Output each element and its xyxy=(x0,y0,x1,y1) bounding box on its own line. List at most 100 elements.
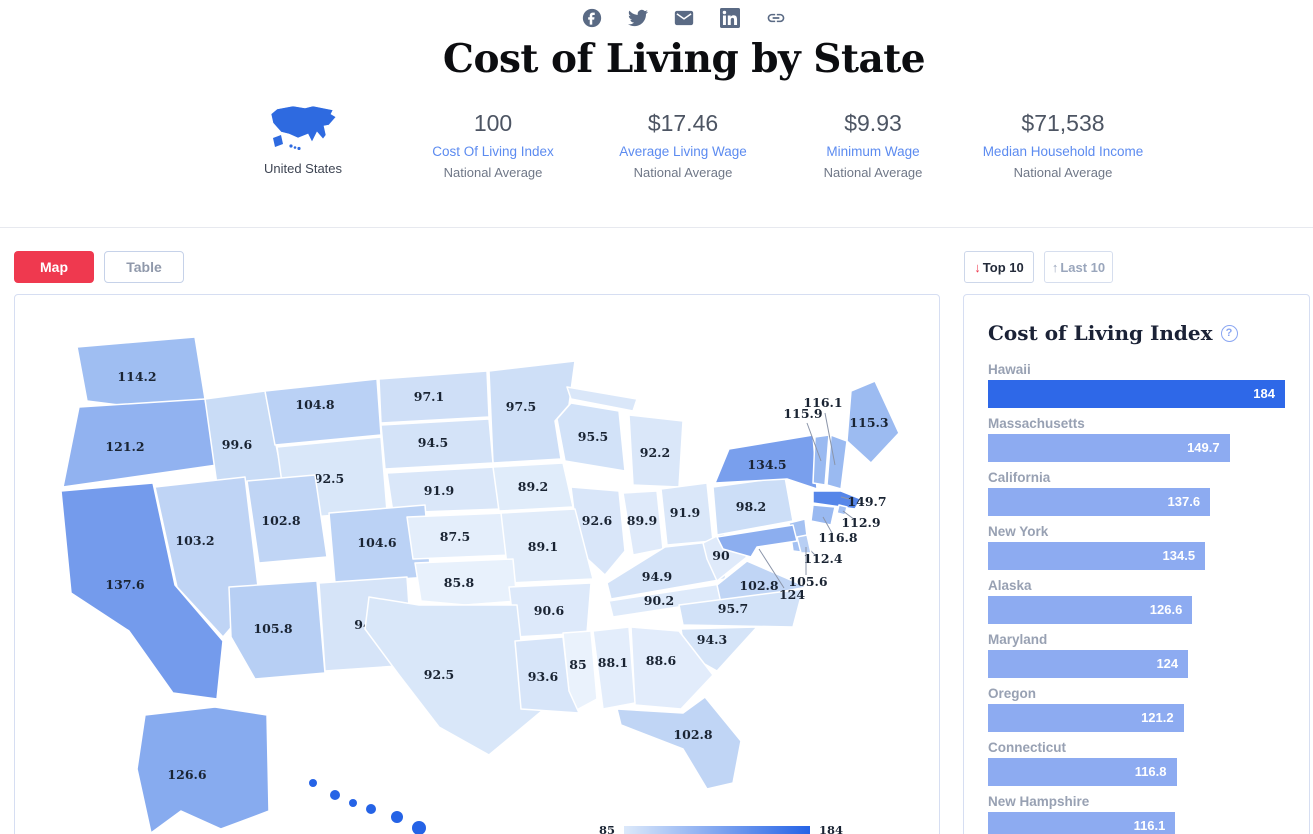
state-value-label-RI: 112.9 xyxy=(841,515,880,530)
stat-value: $71,538 xyxy=(1021,110,1105,136)
state-VA[interactable] xyxy=(716,560,808,604)
state-value-label-NJ: 112.4 xyxy=(803,551,842,566)
state-NC[interactable] xyxy=(678,588,804,628)
state-value-label-IN: 89.9 xyxy=(627,513,657,528)
state-OK[interactable] xyxy=(414,558,518,606)
top10-button[interactable]: ↓ Top 10 xyxy=(964,251,1034,283)
state-value-label-MD: 124 xyxy=(779,587,805,602)
stat-average-living-wage: $17.46 Average Living Wage National Aver… xyxy=(588,102,778,180)
state-value-label-KS: 87.5 xyxy=(440,529,470,544)
state-value-label-KY: 94.9 xyxy=(642,569,672,584)
state-FL[interactable] xyxy=(616,696,742,790)
linkedin-icon[interactable] xyxy=(720,8,740,28)
stat-label-link[interactable]: Median Household Income xyxy=(982,144,1144,159)
state-value-label-IA: 89.2 xyxy=(518,479,548,494)
stat-value: $17.46 xyxy=(647,110,719,136)
state-ND[interactable] xyxy=(378,370,490,424)
last10-label: Last 10 xyxy=(1060,259,1106,275)
state-TX[interactable] xyxy=(364,596,550,756)
bar-state-label: Hawaii xyxy=(988,362,1031,377)
state-value-label-NC: 95.7 xyxy=(718,601,748,616)
state-value-label-AL: 88.1 xyxy=(598,655,628,670)
stat-sub: National Average xyxy=(633,165,733,180)
state-HI[interactable] xyxy=(330,790,340,800)
header-divider xyxy=(0,227,1313,228)
map-view-button[interactable]: Map xyxy=(14,251,94,283)
state-CA[interactable] xyxy=(60,482,224,700)
map-color-legend: 85 184 xyxy=(599,823,843,834)
bar-fill: 134.5 xyxy=(988,542,1206,570)
bar-state-label: Alaska xyxy=(988,578,1032,593)
state-AL[interactable] xyxy=(592,626,636,710)
state-RI[interactable] xyxy=(836,504,848,516)
state-AK[interactable] xyxy=(136,706,270,834)
state-MA[interactable] xyxy=(812,490,862,510)
bar-row-oregon: Oregon 121.2 xyxy=(988,686,1285,732)
state-value-label-MS: 85 xyxy=(569,657,586,672)
stat-value: 100 xyxy=(473,110,513,136)
bar-fill: 126.6 xyxy=(988,596,1193,624)
state-AZ[interactable] xyxy=(228,580,326,680)
stat-median-household-income: $71,538 Median Household Income National… xyxy=(968,102,1158,180)
state-ME[interactable] xyxy=(846,380,900,464)
arrow-down-icon: ↓ xyxy=(974,259,981,275)
bar-row-california: California 137.6 xyxy=(988,470,1285,516)
bar-fill: 116.1 xyxy=(988,812,1176,834)
state-value-label-NH: 116.1 xyxy=(803,395,842,410)
state-MT[interactable] xyxy=(264,378,382,446)
state-CT[interactable] xyxy=(810,504,836,526)
state-value-label-OK: 85.8 xyxy=(444,575,475,590)
state-value-label-WV: 90 xyxy=(712,548,730,563)
state-value-label-CT: 116.8 xyxy=(818,530,857,545)
callout-line-MD xyxy=(758,548,785,589)
stat-sub: National Average xyxy=(823,165,923,180)
state-UT[interactable] xyxy=(246,474,328,564)
bar-state-label: Connecticut xyxy=(988,740,1067,755)
callout-line-VT xyxy=(806,422,822,462)
state-LA[interactable] xyxy=(514,636,580,714)
top10-label: Top 10 xyxy=(982,259,1024,275)
ranking-panel: Cost of Living Index ? Hawaii 184 Massachu… xyxy=(963,294,1310,834)
state-value-label-TX: 92.5 xyxy=(424,667,454,682)
bar-row-new-hampshire: New Hampshire 116.1 xyxy=(988,794,1285,834)
last10-button[interactable]: ↑ Last 10 xyxy=(1044,251,1113,283)
state-HI[interactable] xyxy=(349,799,357,807)
state-HI[interactable] xyxy=(412,821,426,834)
help-icon[interactable]: ? xyxy=(1220,324,1238,342)
us-map-icon xyxy=(267,105,339,154)
state-value-label-TN: 90.2 xyxy=(644,593,674,608)
callout-line-CT xyxy=(822,516,833,534)
bar-row-alaska: Alaska 126.6 xyxy=(988,578,1285,624)
twitter-icon[interactable] xyxy=(628,8,648,28)
state-DE[interactable] xyxy=(796,534,812,554)
stat-label-link[interactable]: Minimum Wage xyxy=(826,144,920,159)
state-MD[interactable] xyxy=(716,524,798,558)
email-icon[interactable] xyxy=(674,8,694,28)
state-HI[interactable] xyxy=(309,779,317,787)
state-value-label-PA: 98.2 xyxy=(736,499,766,514)
us-choropleth-map: 114.2 121.2 99.6 104.8 97.1 97.5 95.5 92.2 94.5 9… xyxy=(60,336,900,834)
stat-label-link[interactable]: Average Living Wage xyxy=(619,144,747,159)
bar-state-label: New York xyxy=(988,524,1049,539)
state-value-label-MA: 149.7 xyxy=(847,494,886,509)
table-view-button[interactable]: Table xyxy=(104,251,184,283)
state-value-label-AZ: 105.8 xyxy=(253,621,292,636)
stat-value: $9.93 xyxy=(844,110,902,136)
copy-link-icon[interactable] xyxy=(766,8,786,28)
bar-fill: 184 xyxy=(988,380,1285,408)
bar-fill: 149.7 xyxy=(988,434,1230,462)
stat-label-link[interactable]: Cost Of Living Index xyxy=(432,144,554,159)
state-HI[interactable] xyxy=(366,804,376,814)
bar-row-new-york: New York 134.5 xyxy=(988,524,1285,570)
state-MI[interactable] xyxy=(566,386,638,412)
state-HI[interactable] xyxy=(391,811,403,823)
state-value-label-OR: 121.2 xyxy=(105,439,144,454)
state-value-label-DE: 105.6 xyxy=(788,574,827,589)
state-value-label-NE: 91.9 xyxy=(424,483,454,498)
facebook-icon[interactable] xyxy=(582,8,602,28)
legend-max-label: 184 xyxy=(819,823,844,834)
state-SD[interactable] xyxy=(380,418,494,470)
state-NH[interactable] xyxy=(826,434,848,490)
legend-gradient-bar xyxy=(624,826,811,834)
state-WI[interactable] xyxy=(556,402,626,472)
